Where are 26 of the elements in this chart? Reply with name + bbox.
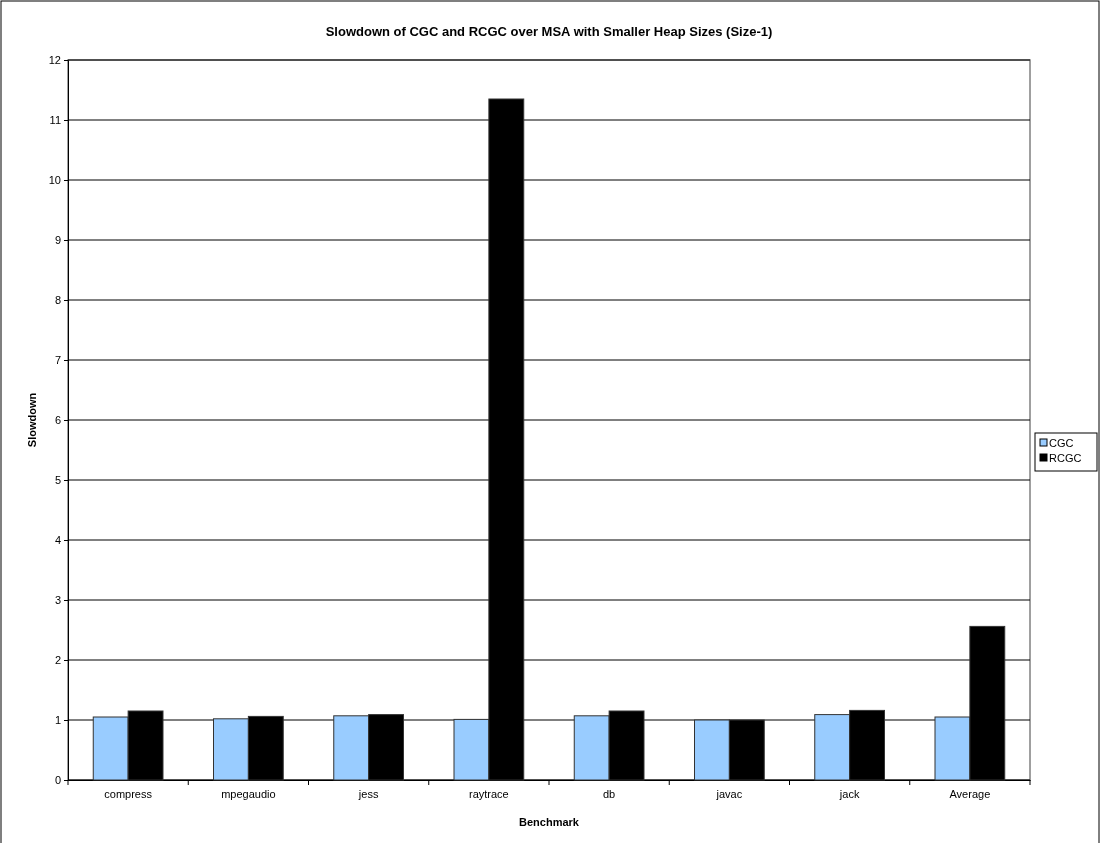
y-tick-label: 1 xyxy=(54,714,61,727)
y-tick-label: 5 xyxy=(54,474,61,487)
x-tick-label: Average xyxy=(949,787,991,800)
x-axis-title: Benchmark xyxy=(519,816,580,828)
y-axis-title: Slowdown xyxy=(26,392,38,448)
x-tick-label: raytrace xyxy=(469,787,509,800)
y-tick-label: 8 xyxy=(54,294,61,307)
y-tick-label: 10 xyxy=(48,174,61,187)
y-tick-label: 11 xyxy=(49,114,61,127)
x-tick-label: compress xyxy=(104,787,153,800)
y-tick-label: 7 xyxy=(54,354,61,367)
y-tick-label: 12 xyxy=(48,54,61,67)
y-tick-label: 4 xyxy=(54,534,61,547)
x-tick-label: jess xyxy=(357,787,379,800)
y-tick-label: 0 xyxy=(54,774,61,787)
y-tick-label: 6 xyxy=(54,414,61,427)
x-tick-label: jack xyxy=(838,787,860,800)
y-tick-label: 9 xyxy=(54,234,61,247)
x-tick-label: javac xyxy=(715,787,743,800)
chart-title: Slowdown of CGC and RCGC over MSA with Smaller Heap Sizes (Size-1) xyxy=(325,24,773,39)
x-tick-label: db xyxy=(603,787,616,800)
legend-label: CGC xyxy=(1049,437,1074,449)
x-tick-label: mpegaudio xyxy=(221,787,276,800)
y-tick-label: 2 xyxy=(54,654,61,667)
legend-label: RCGC xyxy=(1049,452,1082,464)
y-tick-label: 3 xyxy=(54,594,61,607)
